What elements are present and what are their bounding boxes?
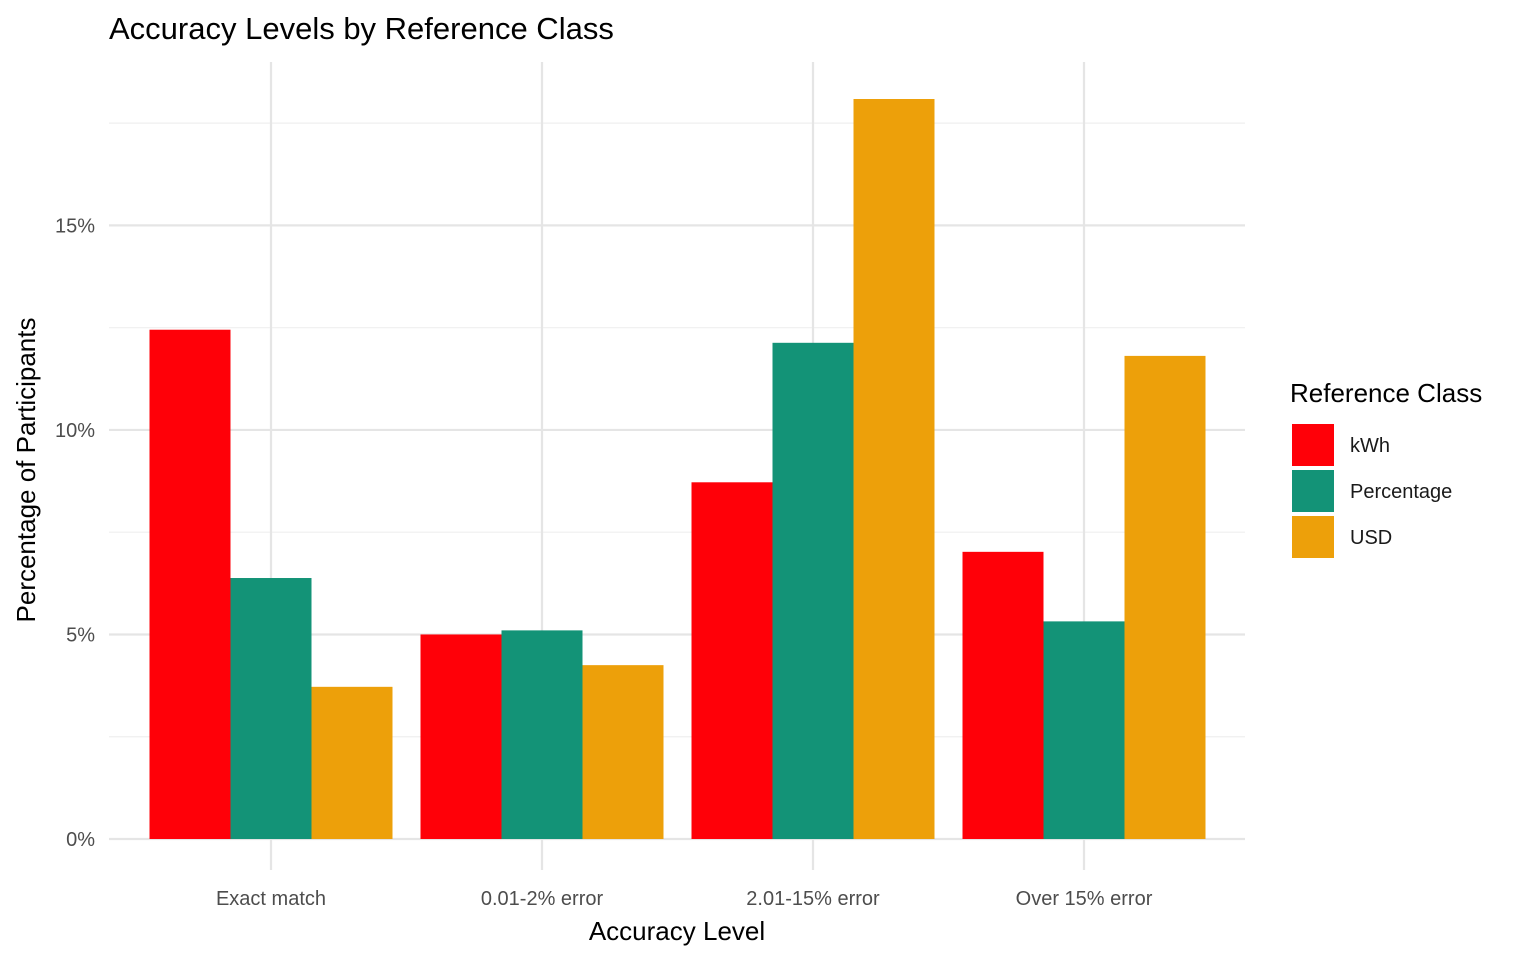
y-axis-ticks: 0% 5% 10% 15% (55, 215, 95, 851)
bar-kwh-1 (149, 329, 231, 839)
bar-percentage-4 (1043, 621, 1125, 839)
legend-swatch-usd (1292, 516, 1334, 558)
x-tick-label: 2.01-15% error (746, 888, 880, 910)
x-axis-ticks: Exact match 0.01-2% error 2.01-15% error Ov… (216, 888, 1153, 910)
bar-kwh-3 (691, 482, 773, 839)
y-axis-title: Percentage of Participants (11, 318, 41, 623)
bar-percentage-2 (501, 630, 583, 839)
legend-label-kwh: kWh (1350, 435, 1390, 457)
x-tick-label: 0.01-2% error (481, 888, 604, 910)
bar-usd-4 (1124, 355, 1206, 839)
legend-label-usd: USD (1350, 527, 1392, 549)
bar-percentage-1 (230, 578, 312, 839)
x-tick-label: Exact match (216, 888, 326, 910)
legend-swatch-percentage (1292, 470, 1334, 512)
legend-items: kWh Percentage USD (1292, 424, 1452, 558)
legend-label-percentage: Percentage (1350, 481, 1452, 503)
chart-title: Accuracy Levels by Reference Class (109, 11, 614, 46)
bar-percentage-3 (772, 342, 854, 839)
y-tick-label: 0% (66, 829, 95, 851)
bar-kwh-4 (962, 551, 1044, 839)
bars (149, 99, 1206, 839)
x-tick-label: Over 15% error (1016, 888, 1153, 910)
legend-title: Reference Class (1290, 378, 1482, 408)
y-tick-label: 15% (55, 215, 95, 237)
x-axis-title: Accuracy Level (589, 916, 765, 946)
bar-usd-3 (853, 99, 935, 839)
legend: Reference Class kWh Percentage USD (1290, 378, 1482, 558)
bar-usd-1 (311, 686, 393, 839)
legend-swatch-kwh (1292, 424, 1334, 466)
y-tick-label: 10% (55, 420, 95, 442)
bar-usd-2 (582, 665, 664, 839)
y-tick-label: 5% (66, 624, 95, 646)
bar-kwh-2 (420, 634, 502, 839)
